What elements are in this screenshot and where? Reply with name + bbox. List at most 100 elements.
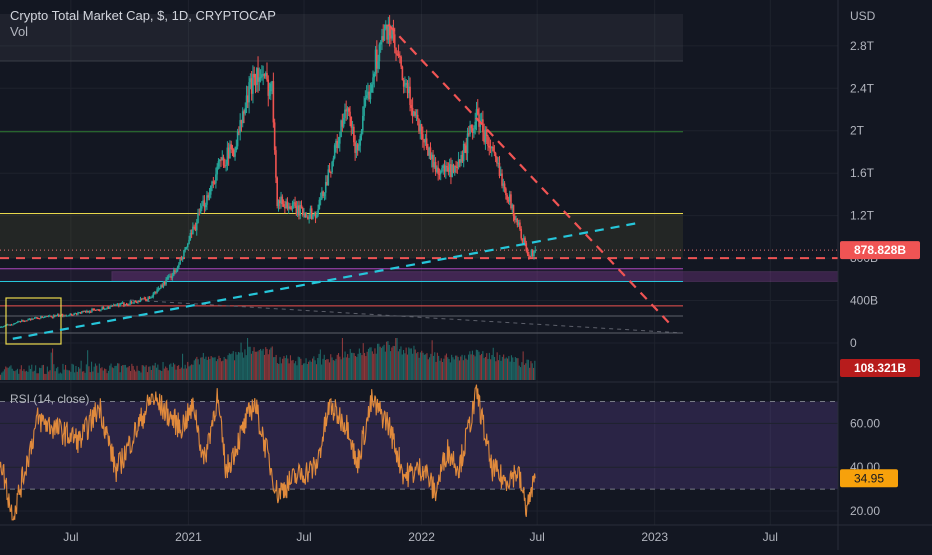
volume-bar <box>254 351 256 380</box>
candle-body <box>230 144 233 149</box>
volume-bar <box>279 357 281 380</box>
candle-body <box>331 161 333 173</box>
volume-bar <box>263 354 265 380</box>
volume-bar <box>6 367 8 380</box>
candle-body <box>442 165 445 168</box>
volume-value-label: 108.321B <box>854 361 906 375</box>
candle-body <box>373 73 376 78</box>
candle-body <box>451 164 454 177</box>
candle-body <box>143 298 146 300</box>
volume-bar <box>358 348 360 380</box>
candle-body <box>376 49 378 69</box>
volume-bar <box>193 360 195 380</box>
candle-body <box>341 120 344 127</box>
volume-bar <box>397 351 399 380</box>
candle-body <box>203 200 206 208</box>
volume-bar <box>461 354 463 380</box>
candle-body <box>345 109 347 112</box>
candle-body <box>208 194 211 198</box>
candle-body <box>482 119 484 133</box>
volume-bar <box>27 371 29 380</box>
candle-body <box>313 214 316 216</box>
volume-bar <box>42 364 44 380</box>
volume-bar <box>445 353 447 380</box>
candle-body <box>243 111 245 114</box>
volume-bar <box>400 346 402 380</box>
candle-body <box>112 304 115 306</box>
volume-bar <box>392 345 394 380</box>
volume-bar <box>317 358 319 380</box>
candle-body <box>166 277 169 280</box>
volume-bar <box>117 363 119 380</box>
candle-body <box>64 315 66 317</box>
candle-body <box>15 322 18 324</box>
volume-bar <box>322 358 324 380</box>
volume-bar <box>178 365 180 380</box>
volume-bar <box>399 349 401 380</box>
volume-bar <box>409 348 411 380</box>
candle-body <box>294 202 296 207</box>
volume-bar <box>475 349 477 380</box>
volume-bar <box>331 357 333 380</box>
volume-bar <box>299 357 301 380</box>
volume-bar <box>435 361 437 380</box>
rsi-title: RSI (14, close) <box>10 392 89 406</box>
candle-body <box>152 293 155 297</box>
candle-body <box>427 148 429 156</box>
candle-body <box>446 165 448 168</box>
candle-body <box>496 157 498 164</box>
volume-bar <box>318 353 320 380</box>
candle-body <box>497 162 500 164</box>
candle-body <box>216 166 218 175</box>
volume-bar <box>145 365 147 380</box>
volume-bar <box>512 357 514 380</box>
volume-bar <box>287 358 289 380</box>
volume-bar <box>7 367 9 380</box>
volume-bar <box>304 363 306 380</box>
volume-bar <box>14 371 16 380</box>
candle-body <box>318 199 321 210</box>
candle-body <box>491 146 493 149</box>
volume-bar <box>111 367 113 380</box>
volume-bar <box>369 347 371 380</box>
volume-bar <box>443 358 445 380</box>
volume-bar <box>91 361 93 380</box>
volume-bar <box>127 367 129 380</box>
candle-body <box>125 304 128 306</box>
candle-body <box>14 323 17 325</box>
candle-body <box>344 109 346 119</box>
symbol-title[interactable]: Crypto Total Market Cap, $, 1D, CRYPTOCA… <box>10 8 276 23</box>
volume-bar <box>418 357 420 380</box>
volume-bar <box>195 358 197 380</box>
volume-bar <box>53 364 55 380</box>
volume-bar <box>278 363 280 380</box>
volume-bar <box>469 351 471 380</box>
volume-bar <box>499 354 501 380</box>
candle-body <box>114 304 116 306</box>
volume-bar <box>530 361 532 380</box>
volume-bar <box>474 356 476 380</box>
volume-bar <box>55 368 57 380</box>
volume-bar <box>380 347 382 380</box>
volume-bar <box>491 355 493 380</box>
candle-body <box>36 317 38 319</box>
candle-body <box>186 243 189 248</box>
volume-bar <box>286 355 288 380</box>
candle-body <box>23 321 26 323</box>
volume-bar <box>288 363 290 380</box>
volume-bar <box>367 348 369 380</box>
volume-bar <box>405 347 407 380</box>
candle-body <box>448 164 451 172</box>
volume-bar <box>156 367 158 380</box>
candle-body <box>285 201 287 209</box>
candle-body <box>284 206 286 209</box>
candle-body <box>293 202 295 204</box>
candle-body <box>505 188 507 196</box>
candle-body <box>308 217 310 219</box>
candle-body <box>78 312 81 314</box>
candle-body <box>171 275 174 279</box>
candle-body <box>46 316 49 318</box>
volume-bar <box>253 347 255 380</box>
